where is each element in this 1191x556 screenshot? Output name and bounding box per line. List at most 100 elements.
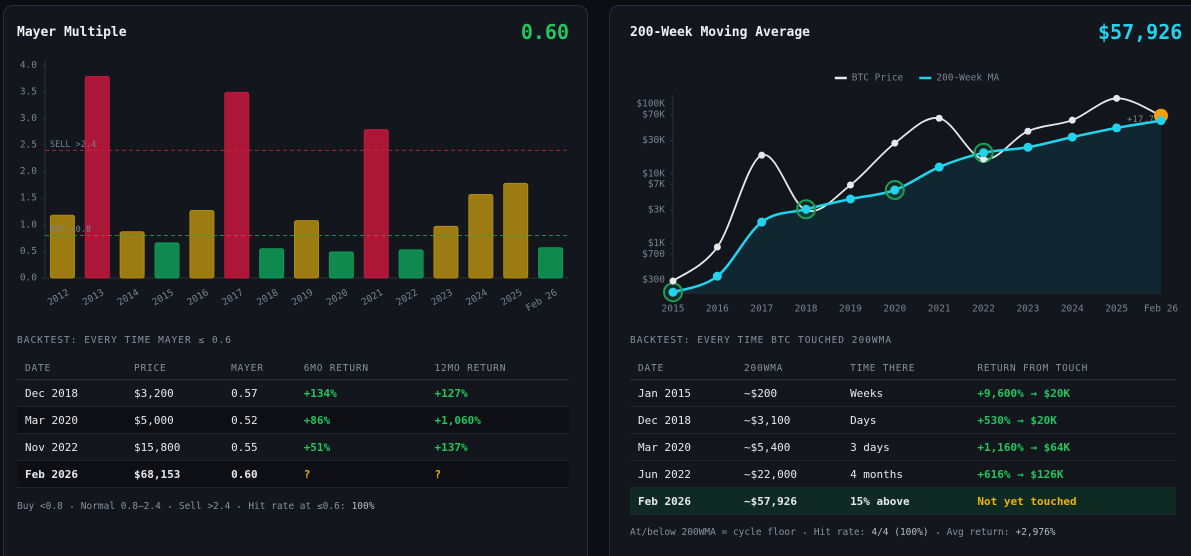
y-tick-label: 0.5	[20, 246, 37, 257]
data-point	[757, 217, 767, 227]
data-point	[979, 148, 989, 158]
legend-label: 200-Week MA	[936, 73, 999, 84]
table-cell: 0.60	[223, 460, 296, 488]
x-tick-label: 2022	[972, 304, 995, 315]
table-cell: +9,600% → $20K	[969, 379, 1176, 407]
table-cell: ?	[426, 460, 569, 488]
y-tick-label: 4.0	[20, 60, 37, 71]
column-header: 200WMA	[736, 358, 843, 380]
footer-label: At/below 200WMA = cycle floor	[630, 527, 796, 538]
table-cell: Dec 2018	[630, 406, 737, 434]
bar	[328, 251, 354, 279]
x-tick-label: Feb 26	[1144, 304, 1179, 315]
data-point	[668, 287, 678, 297]
column-header: 6MO RETURN	[295, 358, 427, 380]
column-header: TIME THERE	[842, 358, 970, 380]
charts: 0.0 0.5 1.0 1.5 2.0 2.5 3.0 3.5 4.0 2012 2013 2014 2…	[20, 60, 1179, 315]
x-tick-label: 2022	[395, 287, 420, 308]
footer-item: Buy <0.8	[17, 501, 63, 512]
backtest-title: BACKTEST: EVERY TIME BTC TOUCHED 200WMA	[630, 335, 893, 346]
column-header: MAYER	[223, 358, 296, 380]
y-tick-label: $7K	[648, 179, 665, 190]
table-cell: +530% → $20K	[969, 406, 1176, 434]
table-cell: 0.57	[223, 379, 296, 407]
bar	[398, 249, 424, 279]
table-cell: +86%	[295, 406, 427, 434]
table-cell: $15,800	[125, 433, 224, 461]
x-tick-label: 2014	[116, 287, 142, 308]
column-header: DATE	[630, 358, 737, 380]
y-tick-label: 0.0	[20, 273, 37, 284]
footer: At/below 200WMA = cycle floor Hit rate: 4/…	[630, 527, 1056, 538]
data-point	[891, 139, 899, 147]
table-cell: ~$22,000	[736, 460, 843, 488]
data-point	[1024, 127, 1032, 135]
y-tick-label: $30K	[642, 135, 665, 146]
table-cell: 0.55	[223, 433, 296, 461]
x-tick-label: 2017	[220, 287, 245, 308]
bar	[189, 209, 215, 279]
x-tick-label: 2025	[499, 287, 524, 308]
x-tick-label: 2016	[185, 287, 211, 308]
table-cell: Feb 2026	[630, 487, 737, 515]
table-row: Nov 2022 $15,800 0.55 +51% +137%	[17, 433, 569, 461]
table-cell: ~$200	[736, 379, 843, 407]
bar	[468, 194, 494, 279]
table-cell: Days	[842, 406, 970, 434]
headline-value: $57,926	[1098, 20, 1183, 44]
footer-item: Hit rate: 4/4 (100%)	[814, 527, 929, 538]
table-cell: ~$57,926	[736, 487, 843, 515]
separator	[70, 505, 73, 508]
data-point	[846, 181, 854, 189]
table-cell: Feb 2026	[17, 460, 126, 488]
x-tick-label: 2016	[706, 304, 729, 315]
data-point	[669, 277, 677, 285]
table-cell: ?	[295, 460, 427, 488]
footer-item: Sell >2.4	[179, 501, 230, 512]
header-row: DATE 200WMA TIME THERE RETURN FROM TOUCH	[630, 358, 1176, 380]
panel: Mayer Multiple 0.60 BACKTEST: EVERY TIME…	[3, 5, 588, 556]
table-cell: 4 months	[842, 460, 970, 488]
table-body: Dec 2018 $3,200 0.57 +134% +127% Mar 2020 $5,0…	[17, 379, 569, 488]
y-tick-label: $1K	[648, 238, 665, 249]
table-cell: +1,160% → $64K	[969, 433, 1176, 461]
data-point	[890, 185, 900, 195]
table-cell: Jan 2015	[630, 379, 737, 407]
x-tick-label: 2021	[928, 304, 951, 315]
table-row: Mar 2020 $5,000 0.52 +86% +1,060%	[17, 406, 569, 434]
table-cell: 3 days	[842, 433, 970, 461]
table-head: DATE PRICE MAYER 6MO RETURN 12MO RETURN	[17, 358, 569, 380]
data-point	[758, 151, 766, 159]
table-cell: 15% above	[842, 487, 970, 515]
table-row: Dec 2018 $3,200 0.57 +134% +127%	[17, 379, 569, 407]
y-tick-label: 1.5	[20, 193, 37, 204]
footer-value: +2,976%	[1015, 527, 1056, 538]
data-point	[845, 194, 855, 204]
x-tick-label: 2023	[429, 287, 454, 308]
table-cell: +134%	[295, 379, 427, 407]
data-point	[1023, 142, 1033, 152]
x-tick-label: 2018	[795, 304, 818, 315]
x-tick-label: 2015	[662, 304, 685, 315]
backtest-table: DATE 200WMA TIME THERE RETURN FROM TOUCH Jan…	[630, 358, 1176, 515]
x-tick-label: 2015	[150, 287, 175, 308]
data-point	[1068, 116, 1076, 124]
table-cell: ~$5,400	[736, 433, 843, 461]
separator	[803, 531, 806, 534]
y-tick-label: $700	[642, 249, 665, 260]
footer-label: Avg return:	[946, 527, 1010, 538]
table-body: Jan 2015 ~$200 Weeks +9,600% → $20K Dec 2018…	[630, 379, 1176, 515]
panel-title: Mayer Multiple	[17, 25, 127, 40]
separator	[936, 531, 939, 534]
bar	[363, 129, 389, 279]
table-cell: $68,153	[125, 460, 224, 488]
x-tick-label: Feb 26	[524, 287, 559, 314]
footer-item: Normal 0.8–2.4	[81, 501, 161, 512]
y-tick-label: $3K	[648, 205, 665, 216]
reference-label: SELL >2.4	[50, 140, 96, 150]
table-cell: +51%	[295, 433, 427, 461]
ma-area	[673, 120, 1161, 294]
x-tick-label: 2024	[464, 287, 490, 308]
footer-item: At/below 200WMA = cycle floor	[630, 527, 796, 538]
